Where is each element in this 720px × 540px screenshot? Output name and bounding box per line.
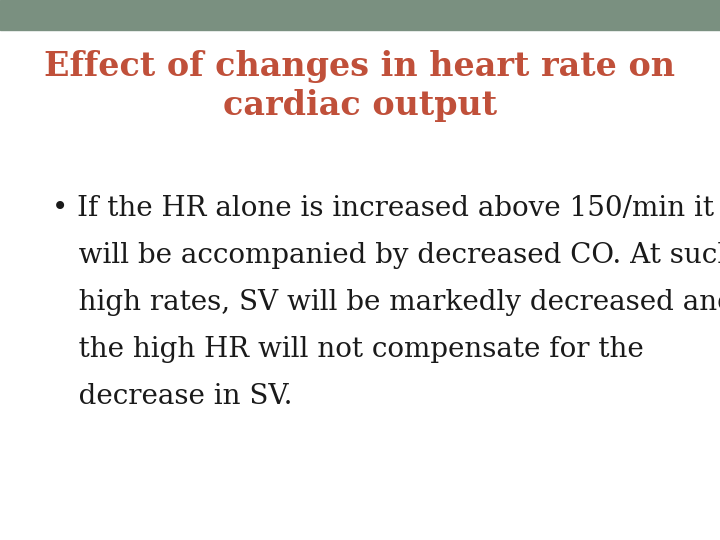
Text: the high HR will not compensate for the: the high HR will not compensate for the [52, 336, 644, 363]
Text: decrease in SV.: decrease in SV. [52, 383, 292, 410]
Text: • If the HR alone is increased above 150/min it: • If the HR alone is increased above 150… [52, 195, 714, 222]
Text: Effect of changes in heart rate on
cardiac output: Effect of changes in heart rate on cardi… [45, 50, 675, 123]
Text: will be accompanied by decreased CO. At such: will be accompanied by decreased CO. At … [52, 242, 720, 269]
Text: high rates, SV will be markedly decreased and: high rates, SV will be markedly decrease… [52, 289, 720, 316]
Bar [0, 0, 720, 30]
